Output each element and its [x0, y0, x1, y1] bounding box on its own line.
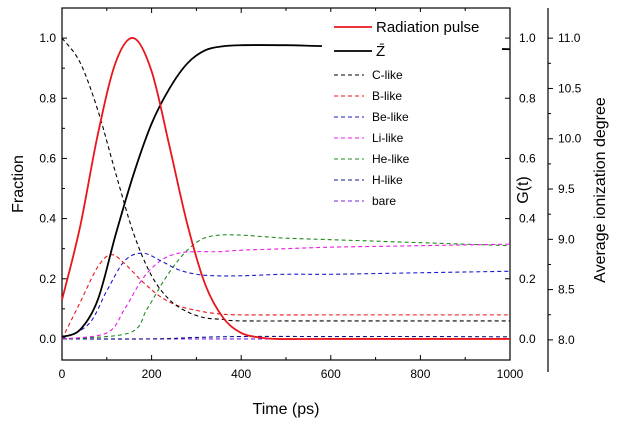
y-mid-tick-label: 0.6 — [519, 151, 536, 165]
series-line-h-like — [61, 335, 511, 340]
series-line-c-like — [61, 37, 510, 322]
y-mid-tick-label: 0.0 — [519, 332, 536, 346]
x-tick-label: 1000 — [497, 367, 524, 381]
legend-background — [322, 12, 502, 224]
y-mid-tick-label: 0.2 — [519, 272, 536, 286]
y-left-tick-label: 0.0 — [39, 332, 56, 346]
x-tick-label: 800 — [410, 367, 430, 381]
series-line-li-like — [61, 243, 511, 340]
y-right-tick-label: 10.0 — [558, 132, 582, 146]
y-left-tick-label: 0.8 — [39, 91, 56, 105]
y-left-tick-label: 0.2 — [39, 272, 56, 286]
y-right-tick-label: 11.0 — [558, 31, 581, 45]
y-mid-tick-label: 0.4 — [519, 212, 536, 226]
legend: Radiation pulse Z̄ C-like B-like Be-like Li-l… — [322, 12, 502, 224]
legend-label: Z̄ — [376, 43, 385, 60]
x-tick-label: 0 — [59, 367, 66, 381]
legend-label: Be-like — [372, 110, 409, 124]
y-left-tick-label: 1.0 — [39, 31, 56, 45]
y-axis-title-left: Fraction — [10, 155, 27, 213]
y-right-tick-label: 8.5 — [558, 283, 575, 297]
y-mid-tick-label: 1.0 — [519, 31, 536, 45]
y-right-tick-label: 8.0 — [558, 333, 575, 347]
series-line-be-like — [61, 252, 511, 340]
series-line-b-like — [61, 254, 510, 340]
legend-label: Li-like — [372, 131, 404, 145]
y-right-tick-label: 9.5 — [558, 182, 575, 196]
legend-label: Radiation pulse — [376, 19, 479, 36]
y-axis-title-right: Average ionization degree — [592, 97, 609, 283]
y-axis-title-mid: G(t) — [515, 176, 532, 204]
y-mid-tick-label: 0.8 — [519, 91, 536, 105]
ticks: 0 200 400 600 800 1000 0.0 0.2 0.4 0.6 0.8 1.0 0.0 0.… — [39, 8, 582, 381]
series-line-he-like — [61, 234, 511, 340]
legend-label: H-like — [372, 173, 403, 187]
x-axis-title: Time (ps) — [253, 401, 320, 418]
legend-label: B-like — [372, 89, 402, 103]
y-right-tick-label: 9.0 — [558, 232, 575, 246]
legend-label: He-like — [372, 152, 410, 166]
y-right-tick-label: 10.5 — [558, 81, 582, 95]
legend-label: C-like — [372, 68, 403, 82]
x-tick-label: 200 — [142, 367, 162, 381]
legend-label: bare — [372, 194, 396, 208]
x-tick-label: 400 — [231, 367, 251, 381]
y-left-tick-label: 0.6 — [39, 151, 56, 165]
y-left-tick-label: 0.4 — [39, 212, 56, 226]
x-tick-label: 600 — [321, 367, 341, 381]
series-line-radiation-pulse — [61, 37, 510, 340]
